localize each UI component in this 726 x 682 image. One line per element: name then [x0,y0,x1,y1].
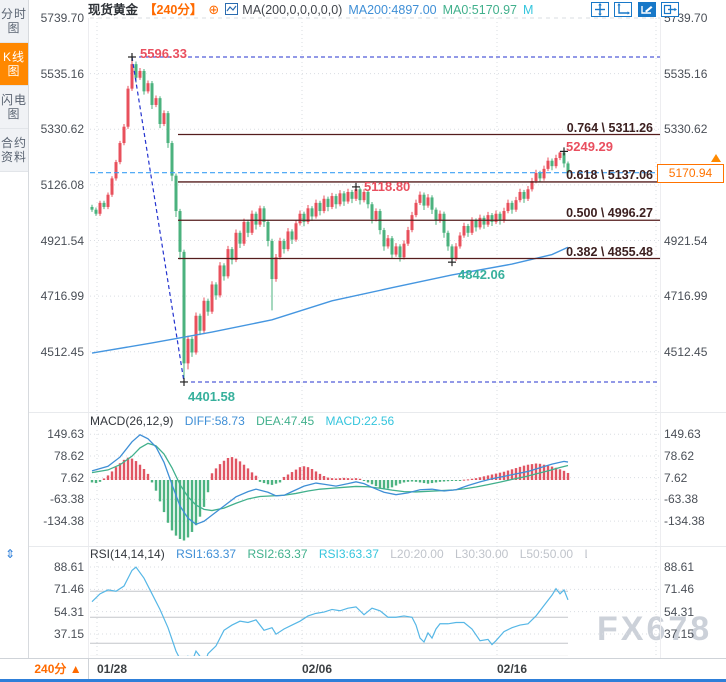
extreme-markers [128,52,568,386]
right-plot-border [660,18,661,658]
ma-more-value: M [522,3,534,17]
crosshair-icon[interactable] [591,2,609,17]
fx678-watermark: FX678 [597,610,713,648]
ma200-value: MA200:4897.00 [348,3,437,17]
macd-diff-value: DIFF:58.73 [184,414,245,428]
rsi2-value: RSI2:63.37 [247,547,308,561]
ma200-line [91,246,569,354]
gridlines [90,17,660,656]
period-selector[interactable]: 240分 ▲ [28,659,89,679]
time-label: 02/06 [302,662,333,676]
chart-header: 现货黄金 【240分】 ⊕ MA(200,0,0,0,0,0) MA200:4897.0… [88,1,588,18]
fibonacci-lines [178,133,660,260]
left-plot-border [88,18,89,658]
rsi-panel [90,566,569,656]
candles-group [90,56,570,382]
rsi-l30-label: L30:30.00 [454,547,509,561]
add-indicator-icon[interactable]: ⊕ [208,2,220,17]
chart-toolbar [591,2,680,20]
trend-lines [131,56,660,383]
sidebar-item-lightning-chart[interactable]: 闪电图 [0,86,28,129]
rsi-name: RSI(14,14,14) [90,547,165,561]
macd-lines [91,433,569,526]
macd-rsi-separator [29,546,726,547]
time-axis-bar [0,658,726,680]
rsi-header: RSI(14,14,14) RSI1:63.37 RSI2:63.37 RSI3… [90,547,587,561]
time-label: 02/16 [497,662,528,676]
macd-name: MACD(26,12,9) [90,414,174,428]
rsi3-value: RSI3:63.37 [318,547,379,561]
panel-resize-icon[interactable]: ⇕ [5,547,16,561]
macd-value: MACD:22.56 [325,414,395,428]
chart-style-icon[interactable] [225,3,239,17]
ma0-value: MA0:5170.97 [442,3,517,17]
latest-price-arrow-icon[interactable] [711,153,721,162]
axis-scale-icon[interactable] [614,2,633,17]
bottom-accent-strip [0,679,726,682]
rsi-l20-label: L20:20.00 [390,547,444,561]
main-macd-separator [29,412,726,413]
macd-dea-value: DEA:47.45 [256,414,315,428]
sidebar-item-time-chart[interactable]: 分时图 [0,0,28,43]
rsi1-value: RSI1:63.37 [176,547,237,561]
current-price-box: 5170.94 [657,163,724,183]
exit-chart-icon[interactable] [661,2,680,17]
sidebar-item-contract-info[interactable]: 合约资料 [0,129,28,172]
time-label: 01/28 [97,662,128,676]
period-label: 【240分】 [144,3,203,17]
rsi-l50-label: L50:50.00 [519,547,574,561]
symbol-name: 现货黄金 [88,3,139,17]
macd-header: MACD(26,12,9) DIFF:58.73 DEA:47.45 MACD:… [90,414,490,428]
draw-line-icon[interactable] [637,2,656,17]
sidebar-item-kline-chart[interactable]: K线图 [0,43,28,86]
ma-settings-label: MA(200,0,0,0,0,0) [242,3,343,17]
rsi-l70-label: L70:70.00 [584,547,587,561]
chart-type-sidebar: 分时图 K线图 闪电图 合约资料 [0,0,29,658]
